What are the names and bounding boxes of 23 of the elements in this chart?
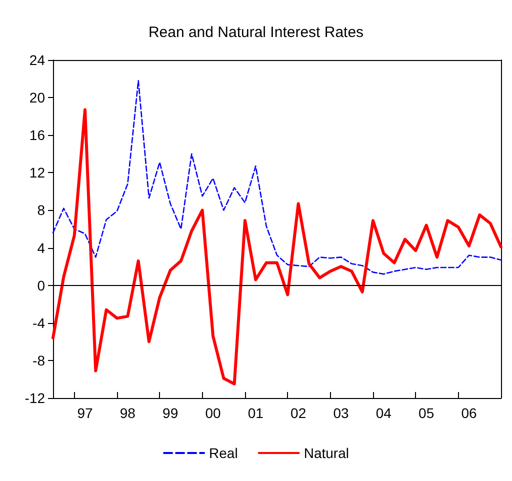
y-tick-label: 16 bbox=[29, 127, 46, 144]
x-tick-label: 02 bbox=[290, 405, 306, 421]
chart-title: Rean and Natural Interest Rates bbox=[148, 24, 364, 41]
x-tick-label: 97 bbox=[77, 405, 93, 421]
x-tick-label: 03 bbox=[333, 405, 349, 421]
x-tick-label: 04 bbox=[376, 405, 392, 421]
x-tick-label: 00 bbox=[205, 405, 221, 421]
x-tick-label: 99 bbox=[162, 405, 178, 421]
y-tick-label: 24 bbox=[29, 52, 46, 68]
y-tick-label: -12 bbox=[24, 390, 46, 406]
y-tick-label: 0 bbox=[37, 277, 46, 294]
legend-label: Real bbox=[209, 445, 238, 461]
y-tick-label: 12 bbox=[29, 164, 46, 181]
x-tick-label: 05 bbox=[418, 405, 434, 421]
x-tick-label: 01 bbox=[248, 405, 264, 421]
y-tick-label: 20 bbox=[29, 90, 46, 106]
legend-label: Natural bbox=[304, 445, 349, 461]
y-tick-label: 8 bbox=[37, 202, 46, 218]
x-tick-label: 98 bbox=[120, 405, 136, 421]
x-tick-label: 06 bbox=[461, 405, 477, 421]
y-tick-label: -8 bbox=[32, 352, 46, 368]
y-tick-label: -4 bbox=[32, 314, 46, 331]
y-tick-label: 4 bbox=[37, 240, 46, 256]
